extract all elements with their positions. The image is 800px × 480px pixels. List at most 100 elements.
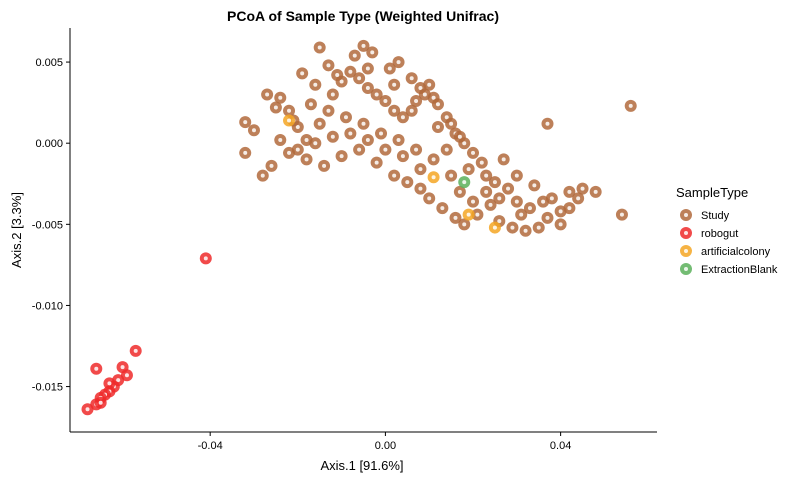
data-point-center [457,134,462,139]
data-point-center [440,206,445,211]
x-axis-title: Axis.1 [91.6%] [320,458,403,473]
data-point-center [124,373,129,378]
data-point-center [251,128,256,133]
data-point-center [396,137,401,142]
data-point-center [484,189,489,194]
data-point-center [435,102,440,107]
data-point-center [308,102,313,107]
data-point-center [431,95,436,100]
data-point-center [383,147,388,152]
data-point-center [532,183,537,188]
y-tick-label: -0.015 [32,382,63,394]
data-point-center [85,407,90,412]
data-point-center [243,120,248,125]
data-point-center [304,137,309,142]
x-tick-label: -0.04 [198,440,223,452]
data-point-center [497,196,502,201]
data-point-center [418,86,423,91]
data-point-center [330,92,335,97]
data-point-center [418,186,423,191]
data-point-center [365,86,370,91]
legend-label: ExtractionBlank [701,264,778,276]
data-point-center [580,186,585,191]
data-point-center [392,108,397,113]
data-point-center [536,225,541,230]
data-point-center [313,82,318,87]
data-point-center [466,167,471,172]
data-point-center [400,115,405,120]
data-point-center [506,186,511,191]
series-robogut [81,252,212,416]
data-point-center [484,173,489,178]
data-point-center [449,121,454,126]
data-point-center [409,108,414,113]
data-point-center [243,150,248,155]
data-point-center [462,180,467,185]
data-point-center [471,150,476,155]
data-point-center [300,71,305,76]
data-point-center [392,173,397,178]
data-point-center [365,66,370,71]
data-point-center [523,228,528,233]
data-point-center [545,121,550,126]
data-point-center [357,147,362,152]
y-tick-label: -0.005 [32,219,63,231]
data-point-center [427,196,432,201]
data-point-center [107,381,112,386]
data-point-center [471,199,476,204]
data-point-center [374,92,379,97]
data-point-center [567,189,572,194]
legend-item-artificialcolony: artificialcolony [680,245,771,258]
y-tick-label: 0.000 [35,138,63,150]
data-point-center [519,212,524,217]
data-point-center [273,105,278,110]
data-point-center [479,160,484,165]
data-point-center [396,60,401,65]
data-point-center [409,76,414,81]
data-point-center [98,400,103,405]
data-point-center [576,196,581,201]
data-point-center [361,121,366,126]
data-point-center [492,225,497,230]
data-point-center [374,160,379,165]
data-point-center [414,147,419,152]
points-layer [81,39,637,416]
data-point-center [278,95,283,100]
data-point-center [628,103,633,108]
data-point-center [94,366,99,371]
data-point-center [343,115,348,120]
data-point-center [287,118,292,123]
data-point-center [457,189,462,194]
data-point-center [317,121,322,126]
y-ticks: 0.005 0.000 -0.005 -0.010 -0.015 [32,57,70,394]
data-point-center [304,157,309,162]
data-point-center [326,108,331,113]
data-point-center [453,215,458,220]
data-point-center [466,212,471,217]
data-point-center [317,45,322,50]
data-point-center [387,66,392,71]
data-point-center [400,154,405,159]
data-point-center [295,124,300,129]
data-point-center [541,199,546,204]
data-point-center [405,180,410,185]
data-point-center [357,76,362,81]
legend-items: Study robogut artificialcolony ExtractionBl… [680,209,778,276]
y-tick-label: -0.010 [32,300,63,312]
data-point-center [287,150,292,155]
data-point-center [435,124,440,129]
x-tick-label: 0.00 [375,440,396,452]
data-point-center [514,199,519,204]
data-point-center [619,212,624,217]
data-point-center [335,73,340,78]
data-point-center [593,189,598,194]
legend-label: artificialcolony [701,246,771,258]
data-point-center [295,147,300,152]
data-point-center [330,134,335,139]
data-point-center [348,131,353,136]
data-point-center [444,115,449,120]
data-point-center [379,131,384,136]
data-point-center [120,365,125,370]
data-point-center [370,50,375,55]
